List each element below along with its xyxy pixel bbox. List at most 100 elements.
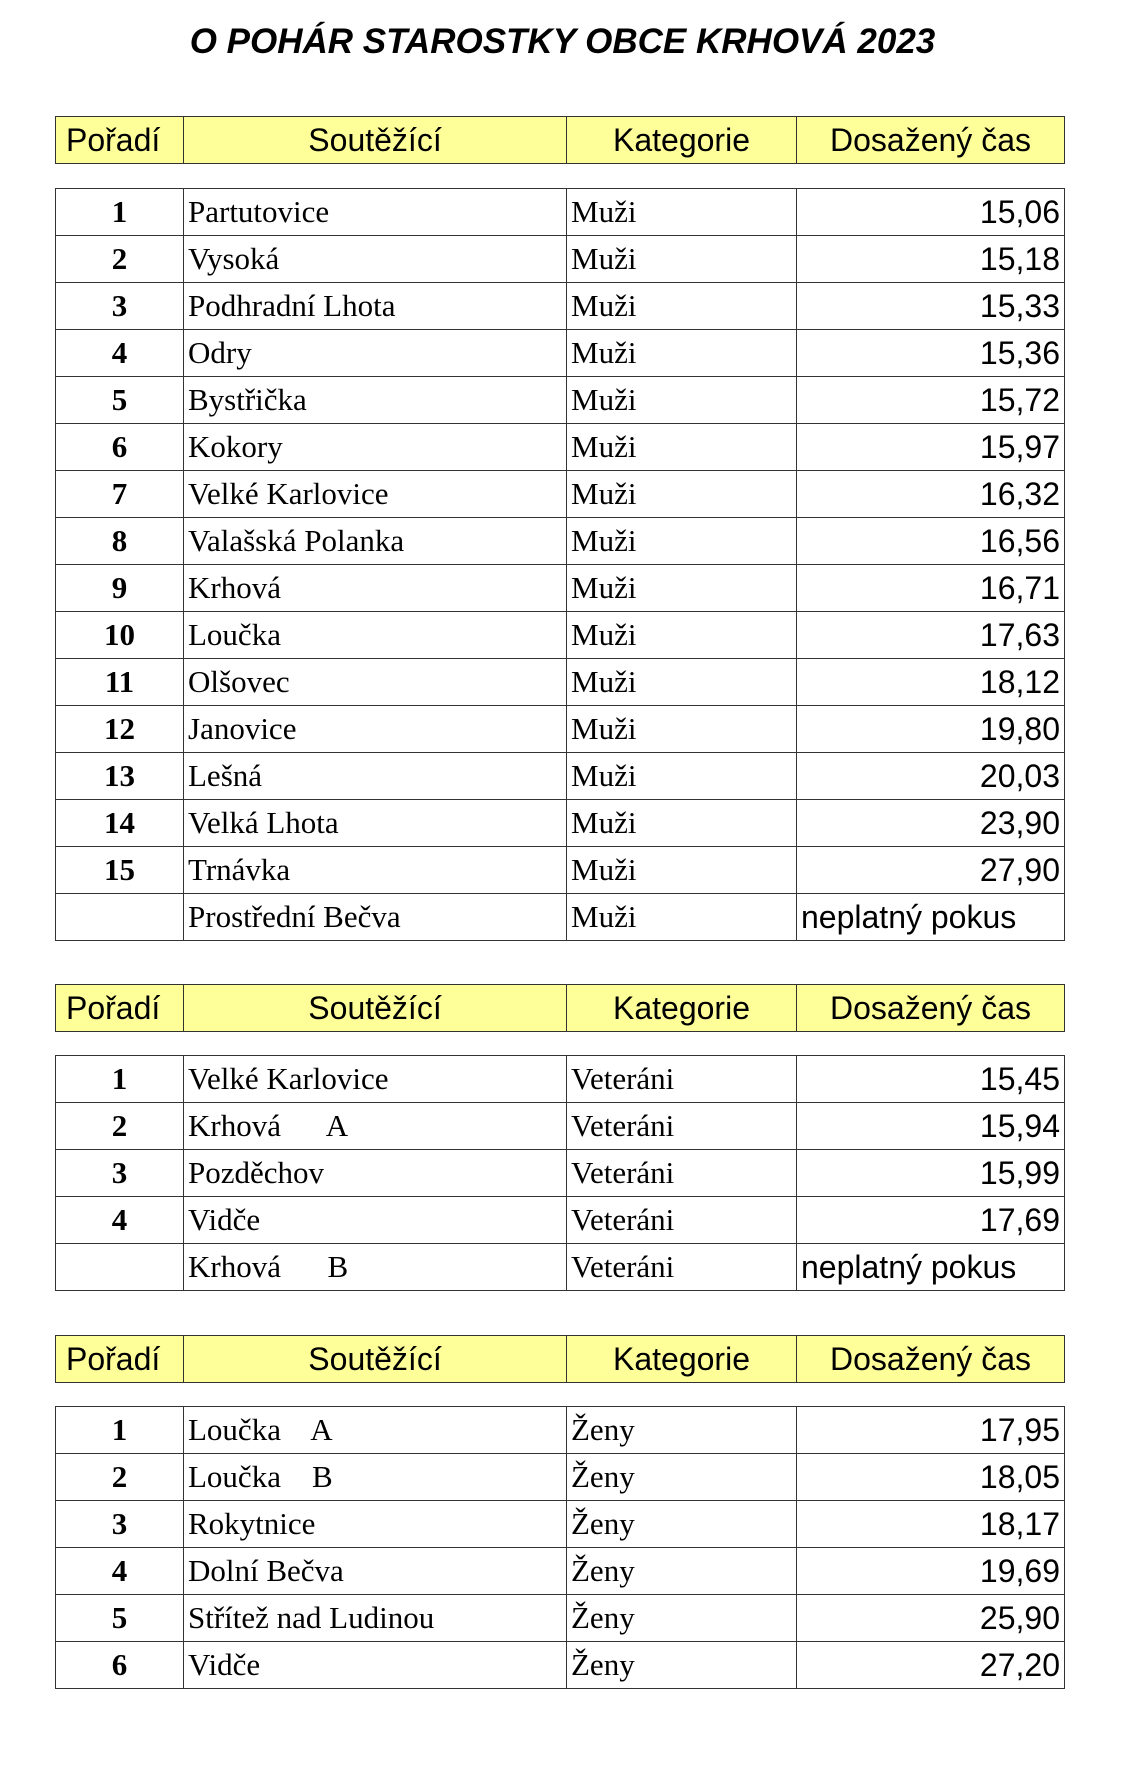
rank-cell: 7 [55, 470, 184, 518]
competitor-cell: Rokytnice [183, 1500, 567, 1548]
time-cell: 15,36 [796, 329, 1065, 377]
header-row-table: Pořadí Soutěžící Kategorie Dosažený čas [55, 984, 1065, 1032]
time-cell: 27,20 [796, 1641, 1065, 1689]
rank-cell: 5 [55, 1594, 184, 1642]
table-row: 3 Rokytnice Ženy 18,17 [55, 1500, 1065, 1548]
category-cell: Muži [566, 564, 797, 612]
competitor-cell: Vidče [183, 1641, 567, 1689]
time-cell: 15,33 [796, 282, 1065, 330]
rank-cell: 3 [55, 1149, 184, 1197]
time-cell: neplatný pokus [796, 893, 1065, 941]
competitor-cell: Krhová [183, 564, 567, 612]
table-row: 4 Vidče Veteráni 17,69 [55, 1196, 1065, 1244]
competitor-cell: Krhová A [183, 1102, 567, 1150]
rank-cell: 3 [55, 282, 184, 330]
time-cell: 15,18 [796, 235, 1065, 283]
competitor-cell: Pozděchov [183, 1149, 567, 1197]
time-cell: 18,12 [796, 658, 1065, 706]
rank-cell: 14 [55, 799, 184, 847]
time-cell: 15,99 [796, 1149, 1065, 1197]
category-cell: Muži [566, 423, 797, 471]
rank-cell: 4 [55, 1196, 184, 1244]
competitor-cell: Bystřička [183, 376, 567, 424]
competitor-cell: Loučka B [183, 1453, 567, 1501]
rank-cell [55, 893, 184, 941]
rank-cell: 4 [55, 329, 184, 377]
table-row: Prostřední Bečva Muži neplatný pokus [55, 893, 1065, 941]
column-header: Kategorie [566, 1335, 797, 1383]
category-cell: Muži [566, 705, 797, 753]
competitor-cell: Loučka A [183, 1406, 567, 1454]
column-header: Pořadí [55, 984, 184, 1032]
competitor-cell: Olšovec [183, 658, 567, 706]
column-header: Dosažený čas [796, 116, 1065, 164]
rank-cell: 1 [55, 1406, 184, 1454]
rank-cell: 1 [55, 1055, 184, 1103]
column-header: Soutěžící [183, 984, 567, 1032]
time-cell: 15,06 [796, 188, 1065, 236]
table-row: 3 Pozděchov Veteráni 15,99 [55, 1149, 1065, 1197]
competitor-cell: Kokory [183, 423, 567, 471]
category-cell: Muži [566, 611, 797, 659]
rank-cell: 2 [55, 235, 184, 283]
table-row: 6 Kokory Muži 15,97 [55, 423, 1065, 471]
competitor-cell: Odry [183, 329, 567, 377]
time-cell: 23,90 [796, 799, 1065, 847]
category-cell: Ženy [566, 1594, 797, 1642]
competitor-cell: Lešná [183, 752, 567, 800]
category-cell: Veteráni [566, 1102, 797, 1150]
time-cell: 17,63 [796, 611, 1065, 659]
table-row: 2 Loučka B Ženy 18,05 [55, 1453, 1065, 1501]
table-row: 9 Krhová Muži 16,71 [55, 564, 1065, 612]
table-row: 12 Janovice Muži 19,80 [55, 705, 1065, 753]
table-row: 8 Valašská Polanka Muži 16,56 [55, 517, 1065, 565]
table-row: 1 Velké Karlovice Veteráni 15,45 [55, 1055, 1065, 1103]
rank-cell: 9 [55, 564, 184, 612]
category-cell: Muži [566, 376, 797, 424]
table-row: 5 Střítež nad Ludinou Ženy 25,90 [55, 1594, 1065, 1642]
header-row: Pořadí Soutěžící Kategorie Dosažený čas [55, 1335, 1065, 1383]
category-cell: Ženy [566, 1547, 797, 1595]
time-cell: 16,56 [796, 517, 1065, 565]
competitor-cell: Trnávka [183, 846, 567, 894]
category-cell: Muži [566, 893, 797, 941]
competitor-cell: Krhová B [183, 1243, 567, 1291]
results-table: 1 Loučka A Ženy 17,95 2 Loučka B Ženy 18,05 3 Rok… [55, 1406, 1065, 1689]
page-title: O POHÁR STAROSTKY OBCE KRHOVÁ 2023 [189, 22, 936, 61]
table-row: 13 Lešná Muži 20,03 [55, 752, 1065, 800]
category-cell: Veteráni [566, 1196, 797, 1244]
time-cell: 27,90 [796, 846, 1065, 894]
header-row: Pořadí Soutěžící Kategorie Dosažený čas [55, 984, 1065, 1032]
rank-cell: 11 [55, 658, 184, 706]
rank-cell: 8 [55, 517, 184, 565]
category-cell: Muži [566, 470, 797, 518]
rank-cell: 6 [55, 1641, 184, 1689]
category-cell: Muži [566, 282, 797, 330]
competitor-cell: Vidče [183, 1196, 567, 1244]
competitor-cell: Valašská Polanka [183, 517, 567, 565]
category-cell: Muži [566, 329, 797, 377]
category-cell: Ženy [566, 1453, 797, 1501]
competitor-cell: Velké Karlovice [183, 470, 567, 518]
category-cell: Ženy [566, 1500, 797, 1548]
competitor-cell: Dolní Bečva [183, 1547, 567, 1595]
category-cell: Muži [566, 846, 797, 894]
results-table: 1 Partutovice Muži 15,06 2 Vysoká Muži 15,18 3 Po… [55, 188, 1065, 941]
column-header: Dosažený čas [796, 1335, 1065, 1383]
rank-cell [55, 1243, 184, 1291]
column-header: Kategorie [566, 984, 797, 1032]
rank-cell: 12 [55, 705, 184, 753]
rank-cell: 3 [55, 1500, 184, 1548]
table-row: 1 Partutovice Muži 15,06 [55, 188, 1065, 236]
column-header: Kategorie [566, 116, 797, 164]
time-cell: 15,45 [796, 1055, 1065, 1103]
header-row-table: Pořadí Soutěžící Kategorie Dosažený čas [55, 1335, 1065, 1383]
table-row: Krhová B Veteráni neplatný pokus [55, 1243, 1065, 1291]
column-header: Pořadí [55, 116, 184, 164]
time-cell: 17,95 [796, 1406, 1065, 1454]
time-cell: 18,17 [796, 1500, 1065, 1548]
time-cell: 19,69 [796, 1547, 1065, 1595]
table-row: 1 Loučka A Ženy 17,95 [55, 1406, 1065, 1454]
category-cell: Ženy [566, 1641, 797, 1689]
column-header: Soutěžící [183, 116, 567, 164]
